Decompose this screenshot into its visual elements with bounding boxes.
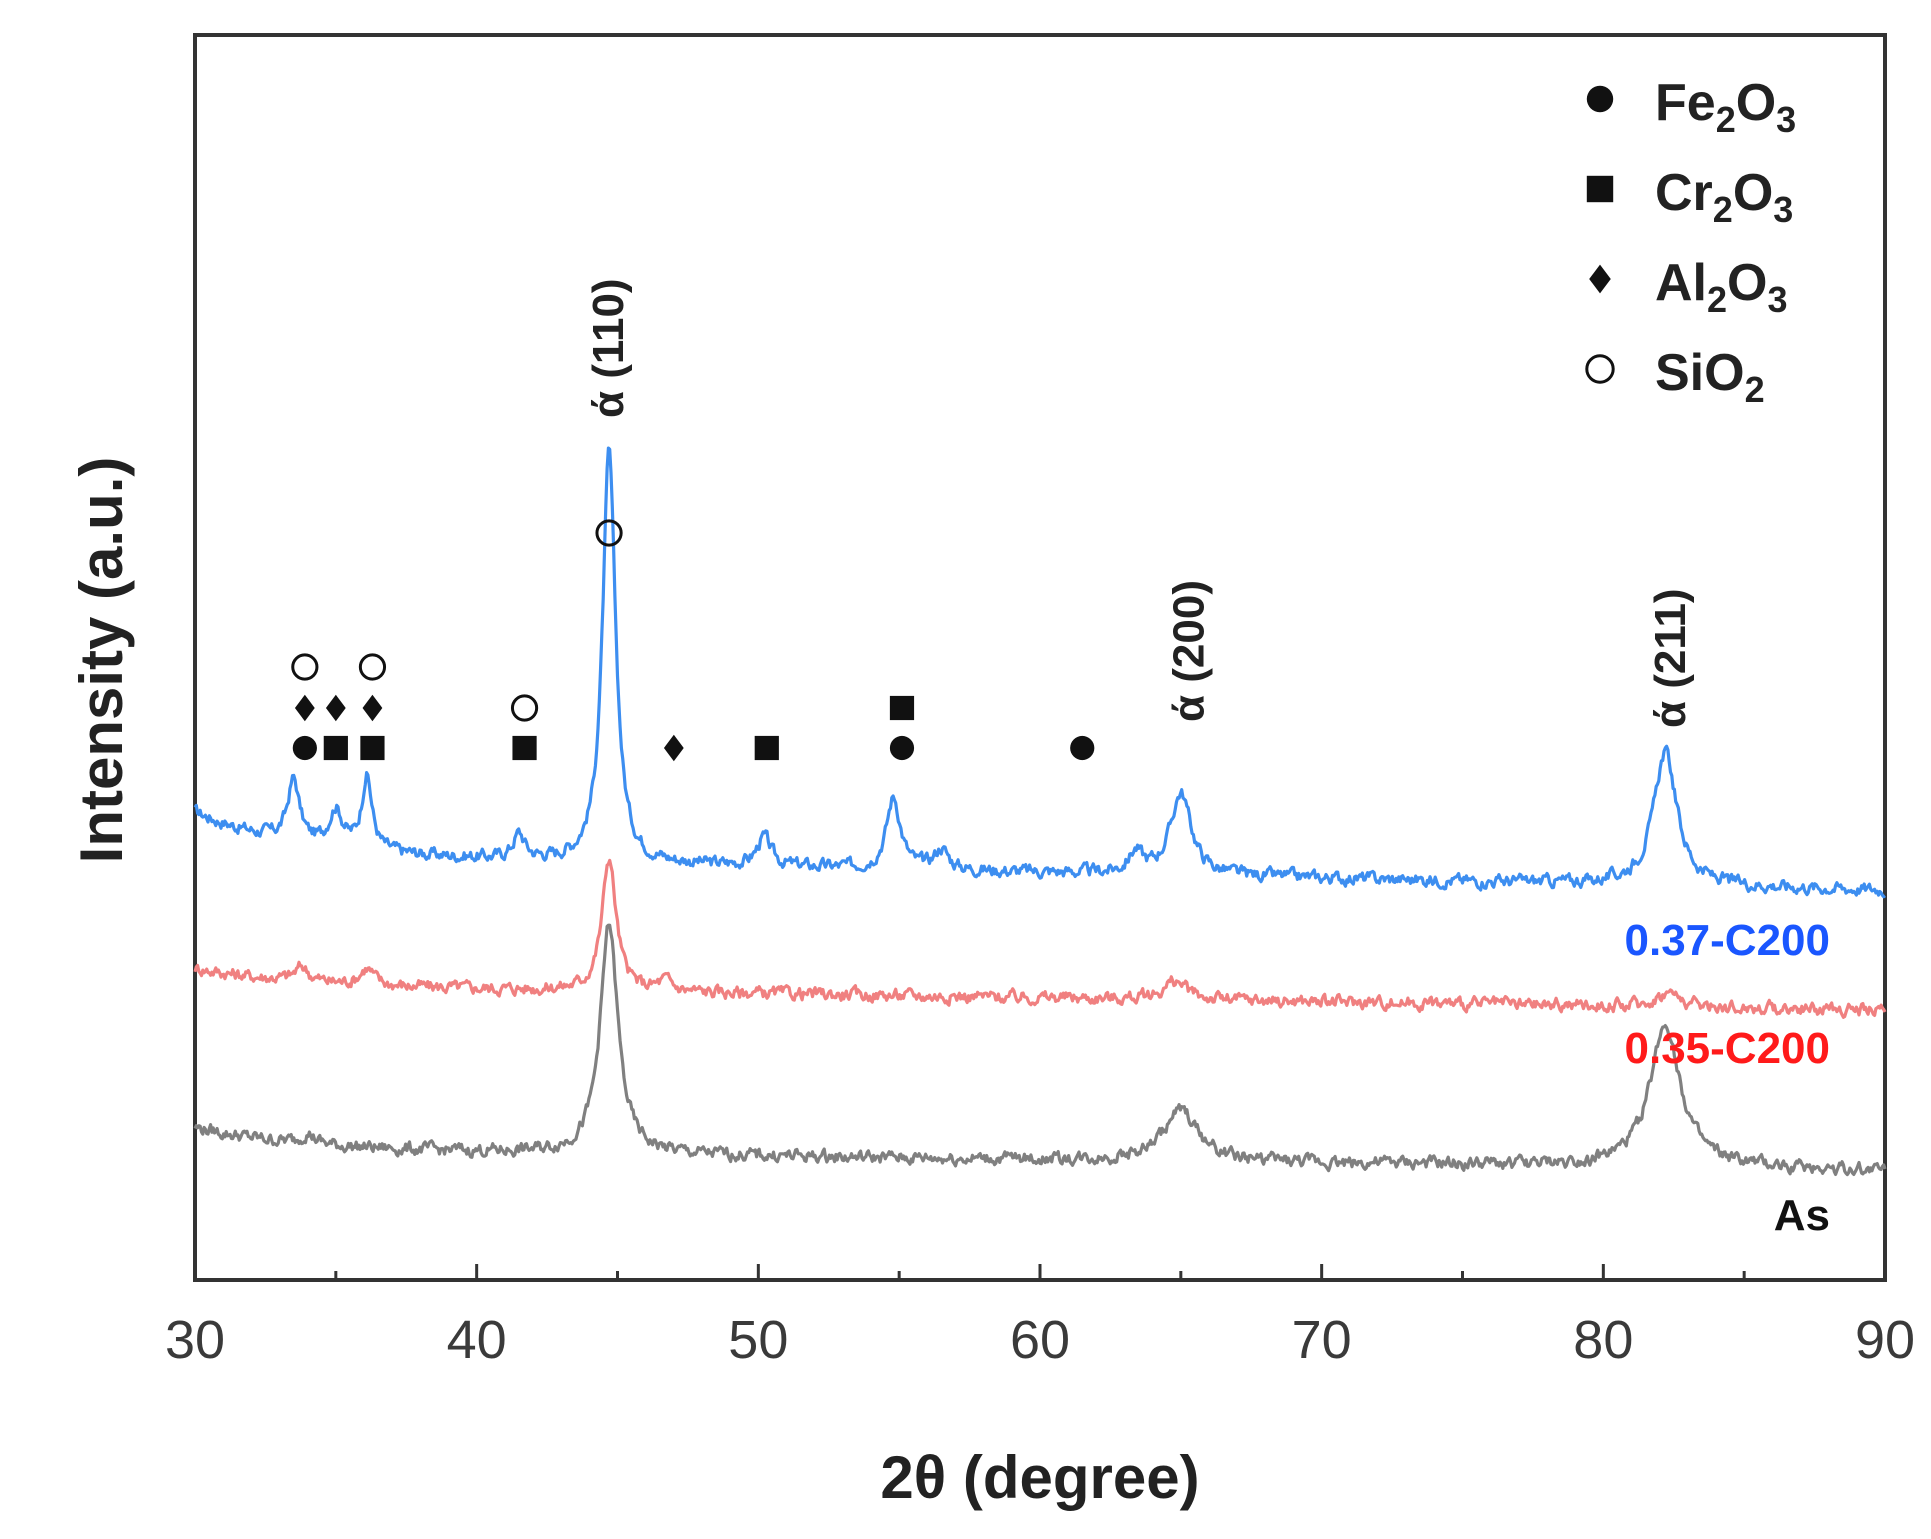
open-circle-phase-marker — [510, 694, 539, 722]
y-axis-title: Intensity (a.u.) — [68, 457, 135, 864]
x-tick-label: 80 — [1573, 1310, 1633, 1370]
peak-label: ά (110) — [584, 278, 633, 418]
peak-label: ά (200) — [1164, 580, 1213, 722]
legend-entry: Cr2O3 — [1655, 164, 1793, 230]
x-axis-title: 2θ (degree) — [880, 1444, 1199, 1511]
x-axis-ticks: 30 40 50 60 70 80 90 — [165, 1264, 1915, 1370]
filled-circle-phase-marker — [889, 735, 915, 761]
series-layer — [193, 446, 1887, 1177]
filled-square-phase-marker — [323, 735, 348, 761]
series-label-1: 0.35-C200 — [1625, 1024, 1830, 1073]
filled-square-phase-marker — [754, 735, 779, 761]
peak-label: ά (211) — [1646, 588, 1695, 728]
x-tick-label: 40 — [447, 1310, 507, 1370]
series-line-1 — [193, 858, 1887, 1019]
x-tick-label: 90 — [1855, 1310, 1915, 1370]
filled-square-legend-icon — [1586, 175, 1614, 203]
legend-entry: SiO2 — [1655, 344, 1765, 410]
series-line-2 — [193, 923, 1887, 1177]
x-tick-label: 50 — [728, 1310, 788, 1370]
filled-square-phase-marker — [889, 695, 915, 721]
filled-diamond-phase-marker — [663, 734, 684, 762]
filled-diamond-legend-icon — [1589, 264, 1611, 294]
filled-square-phase-marker — [512, 735, 537, 761]
open-circle-legend-icon — [1585, 354, 1615, 384]
series-labels: 0.37-C200 0.35-C200 As — [1625, 916, 1830, 1240]
phase-markers — [291, 519, 1095, 762]
filled-diamond-phase-marker — [325, 694, 346, 722]
peak-labels: ά (110) ά (200) ά (211) — [584, 278, 1695, 728]
x-tick-label: 30 — [165, 1310, 225, 1370]
filled-circle-phase-marker — [1070, 735, 1095, 761]
series-label-2: As — [1774, 1191, 1830, 1240]
open-circle-phase-marker — [291, 653, 319, 681]
legend-entry: Al2O3 — [1655, 254, 1788, 320]
open-circle-phase-marker — [358, 653, 387, 681]
legend-entry: Fe2O3 — [1655, 74, 1796, 140]
plot-frame — [193, 33, 1887, 1282]
filled-diamond-phase-marker — [294, 694, 315, 722]
series-line-0 — [193, 446, 1886, 899]
filled-square-phase-marker — [360, 735, 385, 761]
filled-circle-phase-marker — [292, 735, 317, 761]
open-circle-phase-marker — [595, 519, 623, 547]
filled-circle-legend-icon — [1586, 85, 1614, 113]
series-label-0: 0.37-C200 — [1625, 916, 1830, 965]
legend: Fe2O3 Cr2O3 Al2O3 SiO2 — [1585, 74, 1796, 410]
x-tick-label: 60 — [1010, 1310, 1070, 1370]
x-tick-label: 70 — [1292, 1310, 1352, 1370]
filled-diamond-phase-marker — [362, 694, 383, 722]
